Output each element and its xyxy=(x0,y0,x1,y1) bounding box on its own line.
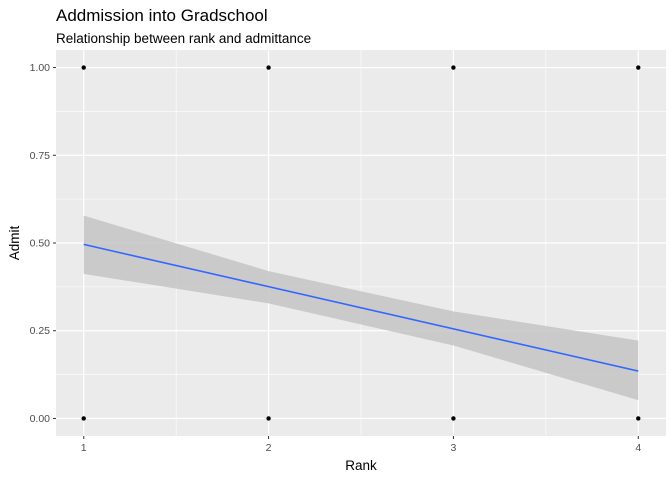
chart-subtitle: Relationship between rank and admittance xyxy=(56,31,312,46)
y-tick-label: 0.75 xyxy=(30,150,51,162)
data-point xyxy=(81,65,86,70)
y-tick-label: 0.50 xyxy=(30,238,51,250)
data-point xyxy=(266,416,271,421)
x-tick-label: 4 xyxy=(635,442,641,454)
data-point xyxy=(451,65,456,70)
y-tick-label: 0.25 xyxy=(30,325,51,337)
x-tick-label: 1 xyxy=(81,442,87,454)
data-point xyxy=(636,416,641,421)
y-axis-title: Admit xyxy=(7,226,22,261)
data-point xyxy=(451,416,456,421)
x-tick-label: 2 xyxy=(266,442,272,454)
y-tick-label: 0.00 xyxy=(30,413,51,425)
data-point xyxy=(636,65,641,70)
data-point xyxy=(81,416,86,421)
y-tick-label: 1.00 xyxy=(30,62,51,74)
fit-line xyxy=(83,243,639,372)
x-tick-label: 3 xyxy=(451,442,457,454)
data-point xyxy=(266,65,271,70)
chart-title: Addmission into Gradschool xyxy=(56,6,268,25)
x-axis-title: Rank xyxy=(345,458,377,473)
